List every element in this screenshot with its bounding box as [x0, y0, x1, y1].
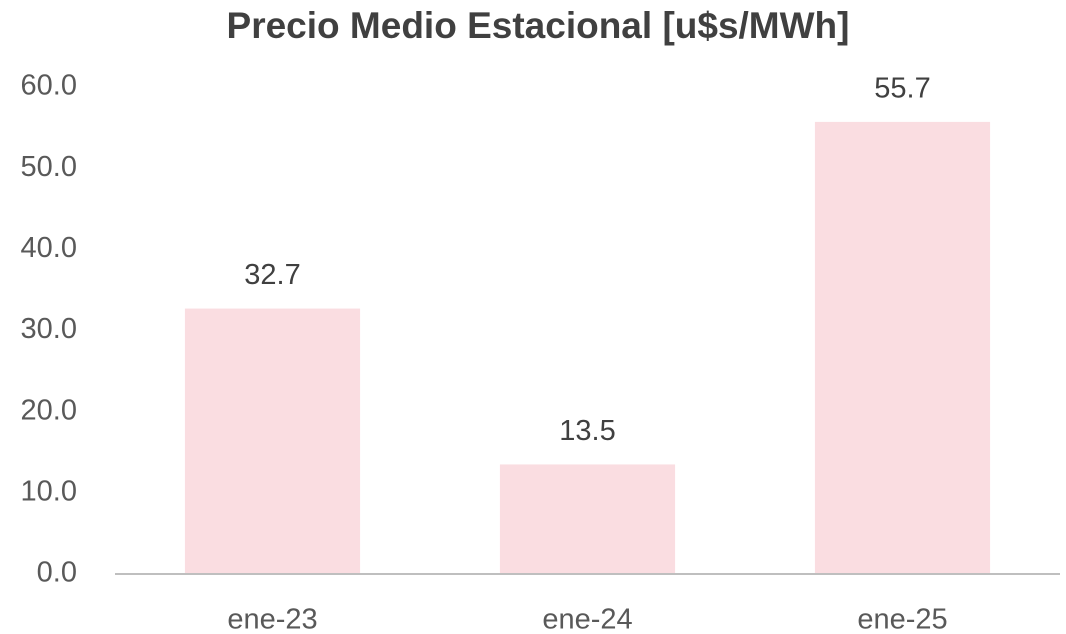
y-tick-label: 50.0: [21, 151, 77, 183]
chart-title: Precio Medio Estacional [u$s/MWh]: [227, 5, 850, 46]
y-tick-label: 10.0: [21, 475, 77, 507]
y-tick-label: 40.0: [21, 232, 77, 264]
y-tick-label: 60.0: [21, 70, 77, 102]
value-label: 13.5: [559, 415, 615, 447]
x-tick-label: ene-24: [542, 604, 632, 634]
y-tick-label: 20.0: [21, 394, 77, 426]
x-tick-label: ene-25: [857, 604, 947, 634]
y-tick-label: 0.0: [37, 557, 77, 589]
y-tick-label: 30.0: [21, 313, 77, 345]
value-label: 55.7: [874, 73, 930, 105]
value-label: 32.7: [244, 259, 300, 291]
bar: [499, 464, 676, 574]
bar: [814, 121, 991, 574]
bar: [184, 308, 361, 574]
x-tick-label: ene-23: [227, 604, 317, 634]
